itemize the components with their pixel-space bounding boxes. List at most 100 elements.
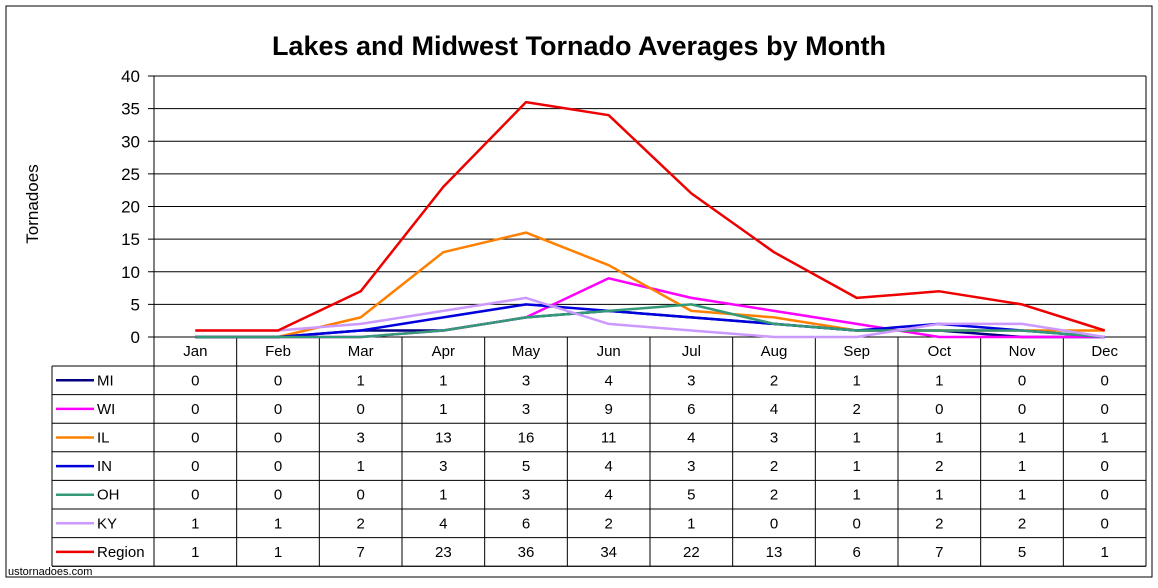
x-tick-label-sep: Sep <box>843 343 870 360</box>
data-cell-in-mar: 1 <box>356 458 364 475</box>
x-tick-label-dec: Dec <box>1091 343 1118 360</box>
data-cell-ky-sep: 0 <box>852 515 860 532</box>
data-cell-in-aug: 2 <box>770 458 778 475</box>
y-axis-ticks: 0 5 10 15 20 25 30 35 40 <box>121 67 154 347</box>
data-cell-in-feb: 0 <box>274 458 282 475</box>
data-cell-oh-aug: 2 <box>770 487 778 504</box>
data-cell-ky-jul: 1 <box>687 515 695 532</box>
data-cell-wi-jul: 6 <box>687 401 695 418</box>
legend-label-il: IL <box>97 430 110 447</box>
legend-label-wi: WI <box>97 401 115 418</box>
data-cell-region-sep: 6 <box>852 544 860 561</box>
data-cell-in-nov: 1 <box>1018 458 1026 475</box>
data-cell-wi-dec: 0 <box>1100 401 1108 418</box>
data-cell-il-jul: 4 <box>687 430 695 447</box>
data-cell-ky-feb: 1 <box>274 515 282 532</box>
x-tick-label-mar: Mar <box>348 343 374 360</box>
data-cell-wi-sep: 2 <box>852 401 860 418</box>
data-cell-mi-jun: 4 <box>604 372 612 389</box>
data-cell-mi-mar: 1 <box>356 372 364 389</box>
data-cell-ky-oct: 2 <box>935 515 943 532</box>
x-tick-label-aug: Aug <box>761 343 788 360</box>
data-cell-region-jul: 22 <box>683 544 700 561</box>
data-cell-region-jan: 1 <box>191 544 199 561</box>
data-cell-in-oct: 2 <box>935 458 943 475</box>
data-cell-wi-jan: 0 <box>191 401 199 418</box>
data-cell-region-mar: 7 <box>356 544 364 561</box>
x-tick-label-jun: Jun <box>597 343 621 360</box>
data-cell-mi-jan: 0 <box>191 372 199 389</box>
data-cell-il-may: 16 <box>518 430 535 447</box>
data-cell-il-sep: 1 <box>852 430 860 447</box>
y-tick-label-0: 0 <box>131 328 140 347</box>
data-cell-oh-mar: 0 <box>356 487 364 504</box>
data-cell-wi-jun: 9 <box>604 401 612 418</box>
data-cell-oh-may: 3 <box>522 487 530 504</box>
data-cell-in-jul: 3 <box>687 458 695 475</box>
data-cell-oh-feb: 0 <box>274 487 282 504</box>
source-credit: ustornadoes.com <box>8 566 92 578</box>
data-cell-mi-apr: 1 <box>439 372 447 389</box>
x-tick-label-jul: Jul <box>682 343 701 360</box>
data-cell-oh-apr: 1 <box>439 487 447 504</box>
y-tick-label-30: 30 <box>121 132 140 151</box>
data-cell-ky-dec: 0 <box>1100 515 1108 532</box>
data-cell-mi-oct: 1 <box>935 372 943 389</box>
x-tick-label-apr: Apr <box>432 343 455 360</box>
data-cell-region-aug: 13 <box>766 544 783 561</box>
x-tick-label-jan: Jan <box>183 343 207 360</box>
data-cell-in-jan: 0 <box>191 458 199 475</box>
legend-label-oh: OH <box>97 487 120 504</box>
data-cell-wi-apr: 1 <box>439 401 447 418</box>
series-lines <box>195 100 1106 339</box>
data-cell-il-oct: 1 <box>935 430 943 447</box>
data-cell-ky-may: 6 <box>522 515 530 532</box>
data-cell-region-nov: 5 <box>1018 544 1026 561</box>
data-cell-wi-mar: 0 <box>356 401 364 418</box>
data-cell-mi-sep: 1 <box>852 372 860 389</box>
series-line-region <box>195 100 1106 332</box>
data-cell-wi-aug: 4 <box>770 401 778 418</box>
data-cell-oh-jun: 4 <box>604 487 612 504</box>
data-cell-in-sep: 1 <box>852 458 860 475</box>
data-table: Jan Feb Mar Apr May Jun Jul Aug Sep Oct Nov Dec MI 0 0… <box>51 337 1147 567</box>
data-cell-wi-may: 3 <box>522 401 530 418</box>
data-cell-il-mar: 3 <box>356 430 364 447</box>
data-cell-region-apr: 23 <box>435 544 452 561</box>
x-tick-label-feb: Feb <box>265 343 291 360</box>
data-cell-mi-aug: 2 <box>770 372 778 389</box>
data-cell-oh-oct: 1 <box>935 487 943 504</box>
data-cell-il-feb: 0 <box>274 430 282 447</box>
data-cell-mi-may: 3 <box>522 372 530 389</box>
data-cell-in-may: 5 <box>522 458 530 475</box>
legend-label-in: IN <box>97 458 112 475</box>
series-line-oh <box>195 303 1105 339</box>
data-cell-region-feb: 1 <box>274 544 282 561</box>
data-cell-wi-feb: 0 <box>274 401 282 418</box>
data-cell-ky-jun: 2 <box>604 515 612 532</box>
data-cell-mi-nov: 0 <box>1018 372 1026 389</box>
y-axis-label: Tornadoes <box>23 164 42 243</box>
data-cell-il-aug: 3 <box>770 430 778 447</box>
data-cell-il-nov: 1 <box>1018 430 1026 447</box>
data-cell-oh-sep: 1 <box>852 487 860 504</box>
data-cell-region-jun: 34 <box>600 544 617 561</box>
y-tick-label-35: 35 <box>121 100 140 119</box>
data-cell-oh-dec: 0 <box>1100 487 1108 504</box>
data-cell-region-dec: 1 <box>1100 544 1108 561</box>
data-cell-oh-jan: 0 <box>191 487 199 504</box>
x-tick-label-oct: Oct <box>928 343 952 360</box>
data-cell-il-apr: 13 <box>435 430 452 447</box>
data-cell-oh-nov: 1 <box>1018 487 1026 504</box>
legend-label-region: Region <box>97 544 145 561</box>
y-tick-label-15: 15 <box>121 230 140 249</box>
data-cell-il-dec: 1 <box>1100 430 1108 447</box>
y-tick-label-25: 25 <box>121 165 140 184</box>
data-cell-in-jun: 4 <box>604 458 612 475</box>
data-cell-ky-nov: 2 <box>1018 515 1026 532</box>
data-cell-ky-mar: 2 <box>356 515 364 532</box>
legend-label-ky: KY <box>97 515 117 532</box>
data-cell-in-dec: 0 <box>1100 458 1108 475</box>
